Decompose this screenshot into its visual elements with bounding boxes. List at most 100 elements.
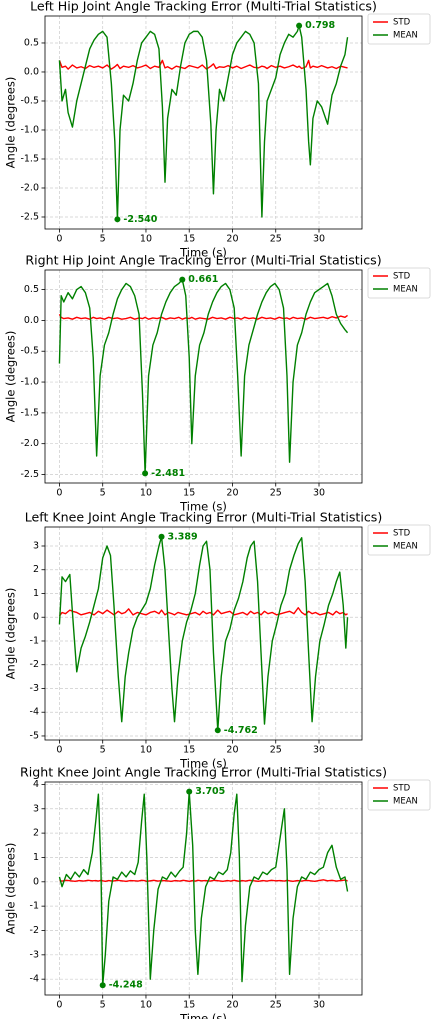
extreme-label: -4.762 — [224, 725, 258, 736]
legend-label: STD — [393, 784, 411, 794]
y-tick-label: 3 — [33, 803, 39, 814]
line-series — [58, 790, 349, 986]
x-tick-label: 5 — [100, 1000, 106, 1011]
legend-label: MEAN — [393, 31, 418, 41]
x-tick-label: 20 — [226, 234, 238, 245]
chart-title: Right Hip Joint Angle Tracking Error (Mu… — [25, 253, 381, 268]
y-axis-label: Angle (degrees) — [4, 843, 18, 935]
plot-frame — [44, 269, 363, 484]
subplot: Right Hip Joint Angle Tracking Error (Mu… — [4, 253, 431, 514]
y-tick-label: -2 — [30, 925, 39, 936]
y-tick-label: -3 — [30, 949, 39, 960]
line-series — [59, 879, 348, 883]
x-tick-label: 15 — [183, 745, 195, 756]
plot-frame — [44, 15, 363, 230]
y-tick-label: 0.0 — [24, 66, 39, 77]
y-tick-label: -1.0 — [20, 377, 39, 388]
line-series — [58, 536, 349, 732]
y-tick-label: -2 — [30, 659, 39, 670]
plot-frame — [44, 526, 363, 741]
extreme-label: 3.705 — [195, 786, 225, 797]
y-tick-label: -1 — [30, 635, 39, 646]
y-tick-label: -1.5 — [20, 153, 39, 164]
x-tick-label: 5 — [100, 488, 106, 499]
x-tick-label: 25 — [270, 1000, 282, 1011]
x-tick-label: 30 — [313, 234, 325, 245]
y-tick-label: -4 — [30, 974, 39, 985]
legend-label: MEAN — [393, 542, 418, 552]
legend-label: STD — [393, 272, 411, 282]
y-tick-label: 1 — [33, 588, 39, 599]
x-tick-label: 10 — [140, 745, 152, 756]
x-tick-label: 10 — [140, 234, 152, 245]
y-tick-label: 4 — [33, 779, 39, 790]
x-axis-label: Time (s) — [179, 246, 227, 260]
x-tick-label: 0 — [56, 488, 62, 499]
y-tick-label: -2.0 — [20, 182, 39, 193]
y-tick-label: 3 — [33, 540, 39, 551]
y-tick-label: 1 — [33, 852, 39, 863]
legend-label: MEAN — [393, 285, 418, 295]
chart-title: Left Hip Joint Angle Tracking Error (Mul… — [30, 0, 377, 14]
y-tick-label: 2 — [33, 828, 39, 839]
x-tick-label: 10 — [140, 1000, 152, 1011]
y-tick-label: 0.5 — [24, 284, 39, 295]
y-tick-label: -1 — [30, 901, 39, 912]
chart-title: Right Knee Joint Angle Tracking Error (M… — [20, 765, 387, 780]
y-axis-label: Angle (degrees) — [4, 77, 18, 169]
x-tick-label: 5 — [100, 234, 106, 245]
y-tick-label: -3 — [30, 683, 39, 694]
y-tick-label: -0.5 — [20, 95, 39, 106]
y-tick-label: -2.5 — [20, 211, 39, 222]
legend-label: STD — [393, 18, 411, 28]
y-tick-label: 0.5 — [24, 37, 39, 48]
subplot: Left Knee Joint Angle Tracking Error (Mu… — [4, 510, 431, 771]
extreme-marker — [158, 533, 165, 540]
x-tick-label: 20 — [226, 488, 238, 499]
extreme-label: -2.540 — [123, 214, 157, 225]
line-series — [58, 313, 348, 320]
subplot: Right Knee Joint Angle Tracking Error (M… — [4, 765, 431, 1019]
y-tick-label: -1.5 — [20, 407, 39, 418]
extreme-label: 0.661 — [188, 274, 218, 285]
extreme-marker — [214, 727, 221, 734]
extreme-marker — [179, 276, 186, 283]
y-tick-label: 0 — [33, 612, 39, 623]
chart-title: Left Knee Joint Angle Tracking Error (Mu… — [25, 510, 383, 525]
legend-label: MEAN — [393, 797, 418, 807]
y-tick-label: -5 — [30, 730, 39, 741]
y-tick-label: -2.5 — [20, 469, 39, 480]
extreme-label: 0.798 — [305, 20, 335, 31]
plot-frame — [44, 781, 363, 996]
x-tick-label: 15 — [183, 234, 195, 245]
y-tick-label: 0 — [33, 876, 39, 887]
x-tick-label: 25 — [270, 234, 282, 245]
x-tick-label: 0 — [56, 234, 62, 245]
extreme-marker — [99, 982, 106, 989]
legend-label: STD — [393, 529, 411, 539]
y-axis-label: Angle (degrees) — [4, 588, 18, 680]
extreme-marker — [296, 22, 303, 29]
x-tick-label: 30 — [313, 488, 325, 499]
x-tick-label: 10 — [140, 488, 152, 499]
subplot: Left Hip Joint Angle Tracking Error (Mul… — [4, 0, 431, 260]
x-tick-label: 30 — [313, 745, 325, 756]
x-axis-label: Time (s) — [179, 1012, 227, 1019]
x-axis-label: Time (s) — [179, 757, 227, 771]
x-tick-label: 0 — [56, 745, 62, 756]
extreme-marker — [114, 216, 121, 223]
line-series — [58, 24, 349, 221]
extreme-marker — [186, 788, 193, 795]
extreme-label: 3.389 — [168, 531, 198, 542]
line-series — [58, 607, 348, 617]
extreme-label: -4.248 — [109, 980, 143, 991]
x-axis-label: Time (s) — [179, 500, 227, 514]
x-tick-label: 15 — [183, 488, 195, 499]
x-tick-label: 25 — [270, 488, 282, 499]
y-tick-label: -4 — [30, 707, 39, 718]
y-tick-label: -2.0 — [20, 438, 39, 449]
extreme-marker — [142, 470, 149, 477]
y-tick-label: 2 — [33, 564, 39, 575]
line-series — [58, 278, 349, 475]
